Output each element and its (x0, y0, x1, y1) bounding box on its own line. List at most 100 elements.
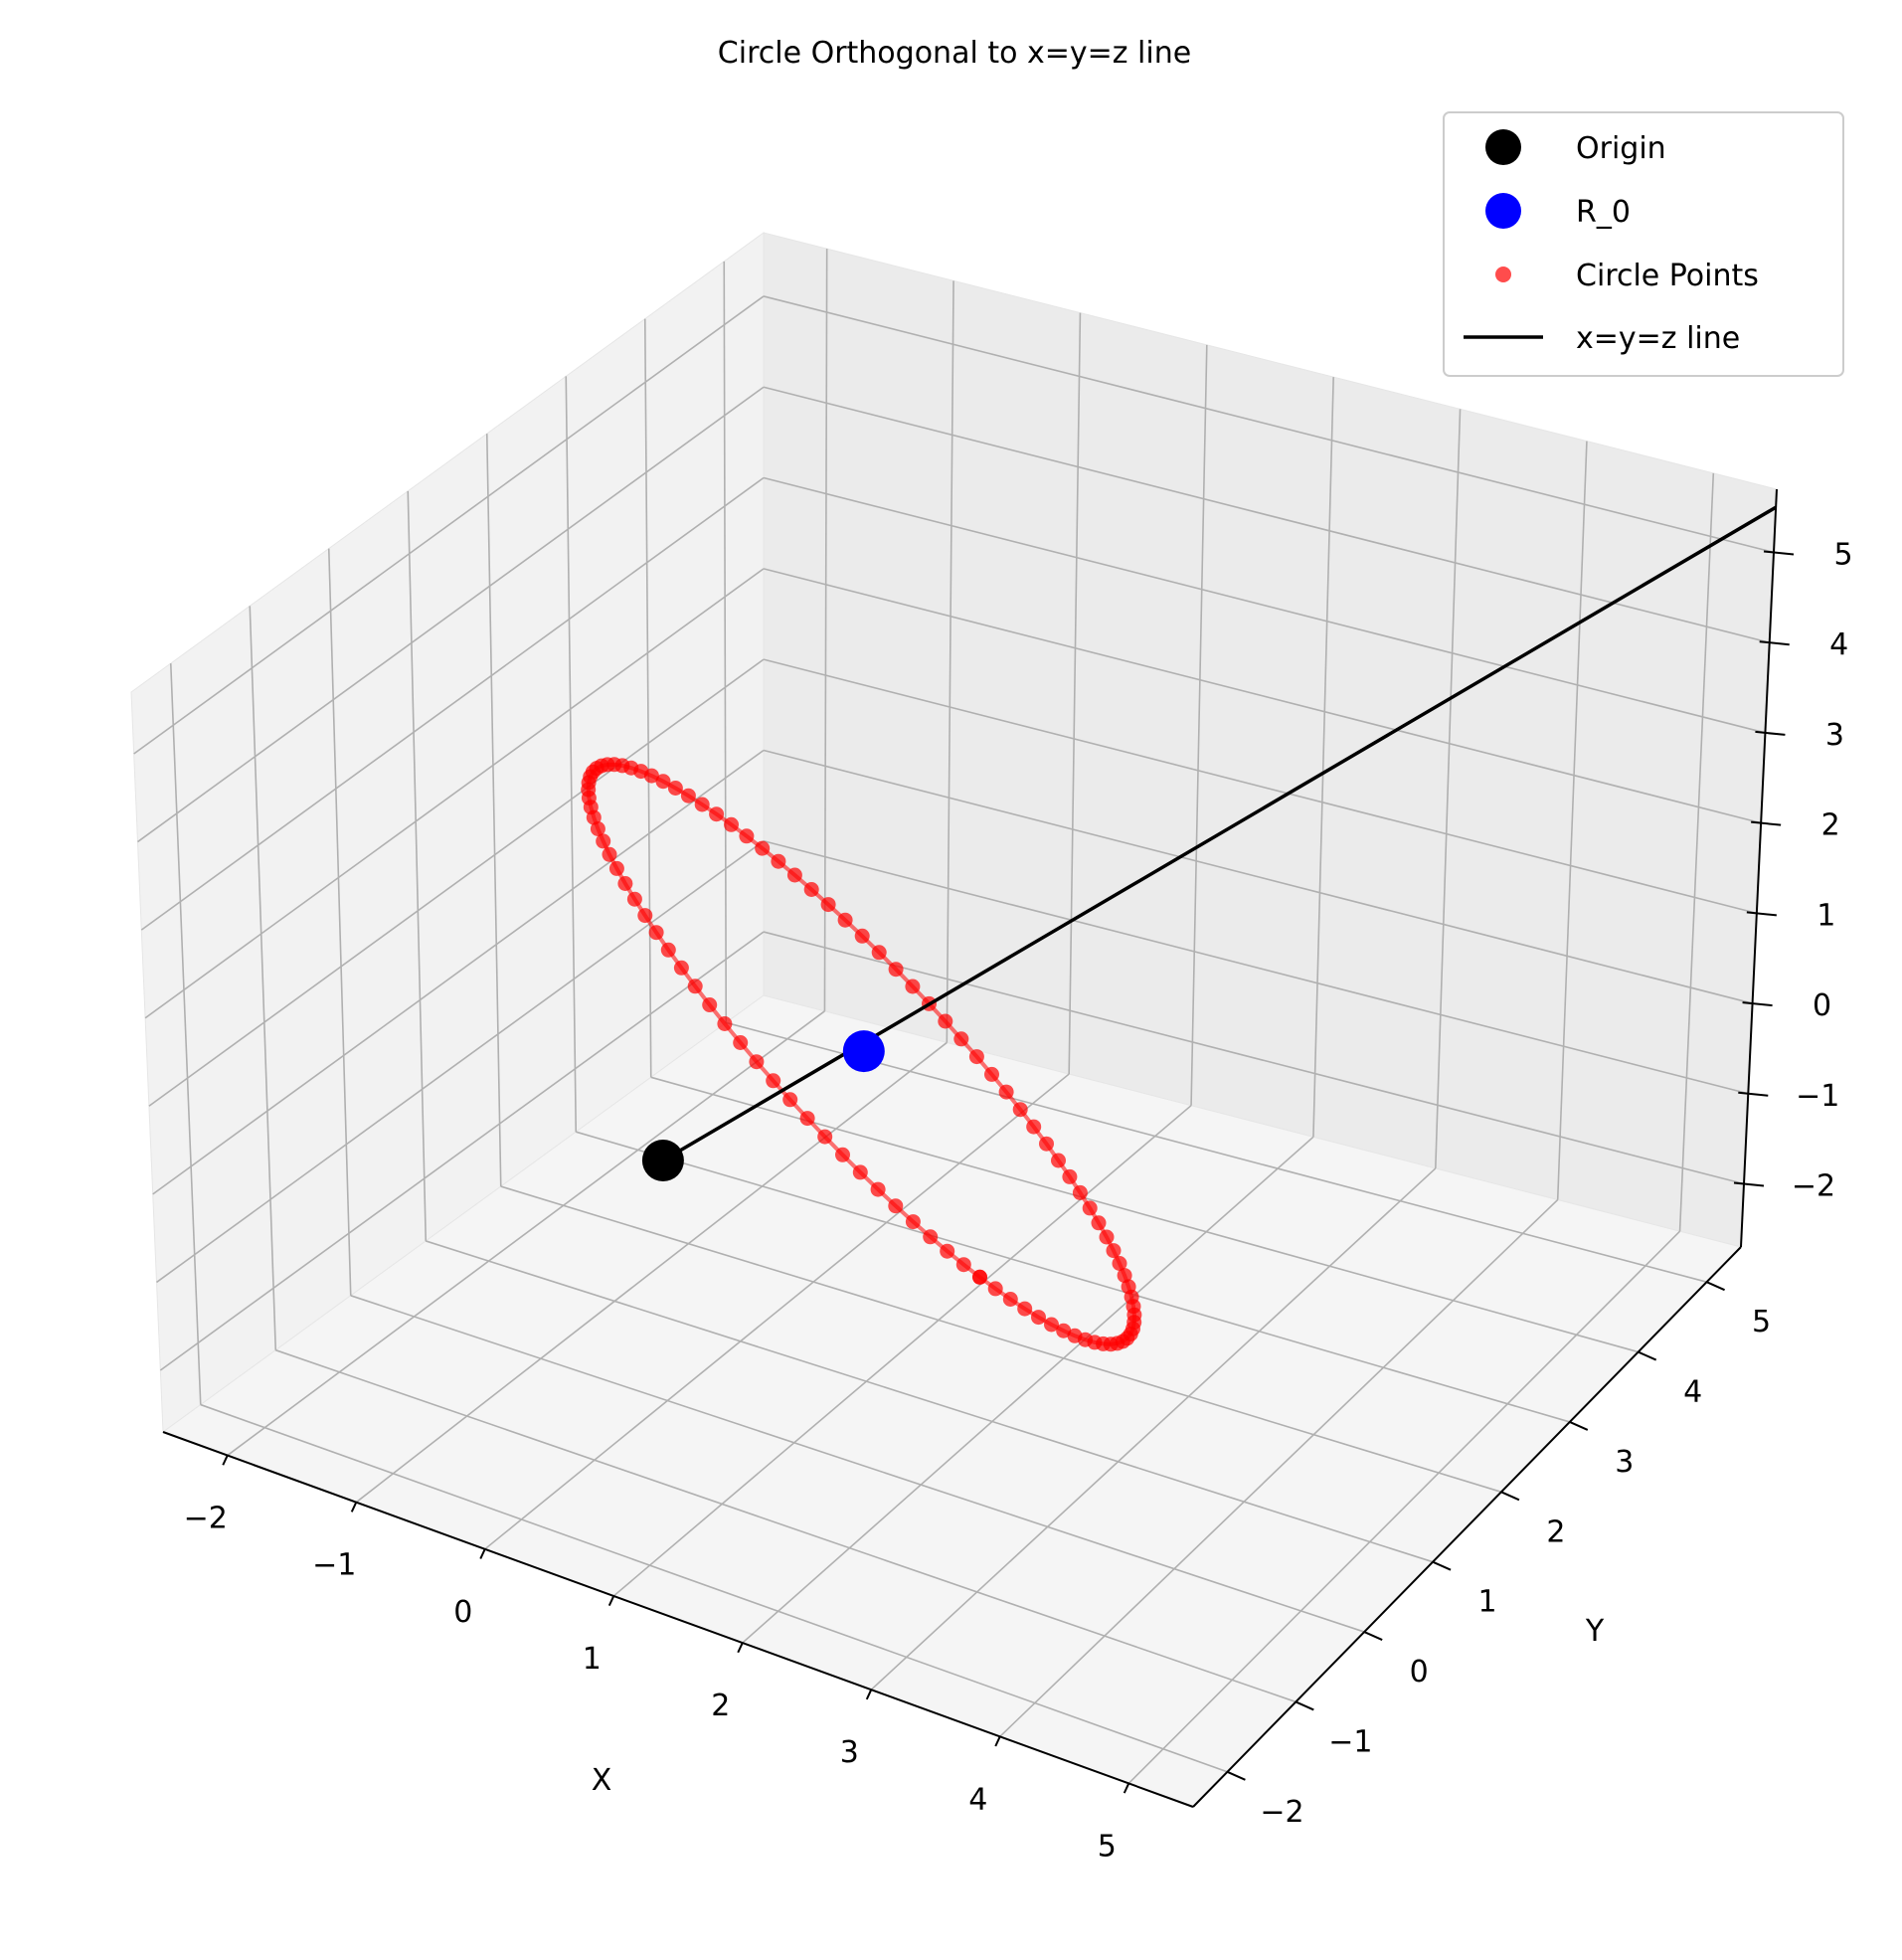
grid-line-left-z (137, 386, 765, 843)
circle-point (667, 781, 683, 796)
circle-point (888, 1198, 904, 1214)
x-tick (222, 1455, 229, 1466)
grid-line-right-z (763, 295, 1775, 554)
circle-point (755, 840, 771, 856)
chart-title: Circle Orthogonal to x=y=z line (718, 36, 1191, 71)
circle-point (871, 945, 887, 961)
z-tick (1759, 640, 1790, 646)
circle-point (854, 928, 870, 944)
circle-point (968, 1049, 984, 1065)
circle-point (596, 833, 611, 849)
x-tick (1123, 1783, 1130, 1794)
circle-point (1117, 1268, 1132, 1284)
grid-line-floor-x (612, 1105, 1192, 1597)
circle-point (803, 882, 819, 897)
y-tick (1500, 1491, 1520, 1502)
legend-box (1443, 111, 1844, 377)
legend-label-origin: Origin (1576, 131, 1666, 166)
circle-point (835, 1147, 850, 1162)
y-tick (1227, 1770, 1246, 1781)
circle-point (972, 1269, 987, 1285)
legend-marker-origin (1485, 129, 1521, 165)
circle-point (1017, 1301, 1033, 1317)
circle-point (637, 908, 653, 924)
x-tick (350, 1502, 358, 1513)
circle-point (905, 1214, 921, 1230)
circle-point (1044, 1317, 1059, 1333)
circle-point (1026, 1119, 1042, 1135)
z-tick (1755, 730, 1786, 736)
y-axis-line (1192, 1246, 1742, 1808)
grid-line-right-z (763, 749, 1753, 1004)
circle-point (673, 960, 689, 976)
grid-line-left-y (723, 261, 728, 1023)
circle-point (1062, 1168, 1078, 1184)
circle-point (1031, 1310, 1046, 1326)
circle-point (786, 867, 802, 883)
circle-point (680, 788, 696, 803)
x-tick-label: −2 (184, 1502, 228, 1536)
circle-point (648, 925, 664, 941)
grid-line-floor-y (500, 1185, 1502, 1494)
y-tick (1706, 1281, 1725, 1292)
legend: Origin R_0 Circle Points x=y=z line (1443, 111, 1844, 377)
grid-line-right-z (763, 386, 1770, 643)
grid-line-floor-x (1127, 1230, 1681, 1785)
circle-point (1039, 1136, 1054, 1152)
grid-line-left-z (144, 568, 765, 1019)
z-tick (1763, 550, 1795, 556)
data-layer (581, 505, 1778, 1352)
circle-point (1112, 1256, 1127, 1271)
x-tick-label: 2 (711, 1689, 730, 1723)
grid-line-right-x (1678, 472, 1715, 1232)
axes-panes (130, 232, 1778, 1808)
circle-point (940, 1243, 955, 1259)
y-tick (1569, 1421, 1589, 1431)
y-tick-label: 0 (1410, 1655, 1429, 1690)
grid-line-left-y (327, 548, 352, 1296)
grid-line-left-z (140, 476, 765, 931)
x-tick (994, 1735, 1001, 1747)
circle-point (799, 1111, 815, 1127)
y-tick-label: 2 (1546, 1515, 1565, 1549)
circle-point (660, 942, 676, 958)
circle-point (687, 979, 703, 994)
grid-line-right-x (946, 280, 954, 1043)
grid-line-left-z (159, 931, 765, 1371)
z-tick (1746, 911, 1777, 917)
tick-labels: −2 −1 0 1 2 3 4 5 −2 −1 0 1 2 3 4 5 −2 −1 0 1 2 3 4 5 (184, 538, 1853, 1865)
y-tick-label: 5 (1752, 1305, 1771, 1339)
x-tick-label: 3 (840, 1735, 859, 1770)
grid-line-floor-x (355, 1041, 948, 1504)
circle-point (955, 1257, 971, 1273)
z-tick (1733, 1181, 1765, 1187)
y-tick (1638, 1350, 1657, 1361)
r0-point (842, 1030, 885, 1073)
legend-label-x-y-z-line: x=y=z line (1576, 321, 1740, 356)
circle-point (771, 853, 786, 869)
circle-point (626, 891, 642, 907)
circle-point (923, 1229, 939, 1245)
circle-point (717, 1016, 733, 1031)
grid-line-right-x (1312, 377, 1334, 1138)
circle-point (1002, 1292, 1018, 1307)
grid-line-floor-x (227, 1010, 825, 1457)
x-tick-label: 5 (1098, 1829, 1117, 1864)
y-tick (1295, 1700, 1314, 1711)
x-tick-label: −1 (312, 1548, 356, 1583)
grid-line-left-z (148, 658, 765, 1107)
y-tick-label: 3 (1615, 1445, 1634, 1480)
z-tick (1742, 1001, 1773, 1007)
circle-point (1082, 1200, 1098, 1216)
circle-point (953, 1031, 969, 1047)
circle-point (1051, 1153, 1066, 1168)
grid-line-floor-x (999, 1198, 1559, 1737)
z-tick-label: 5 (1833, 538, 1852, 573)
y-tick (1363, 1631, 1383, 1641)
z-tick (1751, 820, 1782, 826)
circle-point (984, 1066, 999, 1082)
grid-line-right-z (763, 931, 1745, 1185)
circle-point (602, 846, 617, 862)
grid-line-left-z (152, 749, 765, 1195)
grid-line-floor-y (576, 1131, 1571, 1423)
